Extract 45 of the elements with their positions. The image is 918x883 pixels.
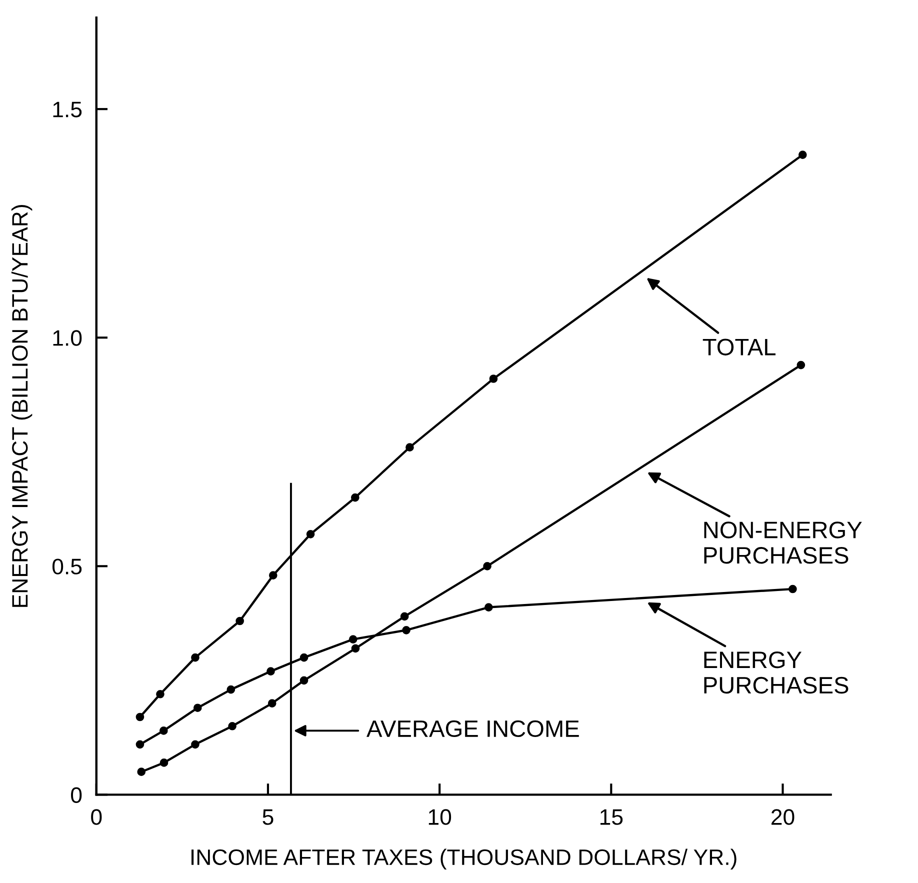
legend-label: ENERGY PURCHASES xyxy=(704,651,848,694)
point xyxy=(160,758,168,767)
point xyxy=(798,150,807,159)
point xyxy=(159,726,168,735)
point xyxy=(226,685,236,694)
point xyxy=(306,530,315,538)
y-tick-label: 1.0 xyxy=(53,330,82,346)
point xyxy=(350,493,360,502)
legend-label: TOTAL xyxy=(702,338,776,356)
x-axis-title: INCOME AFTER TAXES (THOUSAND DOLLARS/ YR.) xyxy=(192,848,736,870)
point xyxy=(191,740,200,749)
y-axis-title: ENERGY IMPACT (BILLION BTU/YEAR) xyxy=(11,205,32,607)
point xyxy=(796,360,806,370)
point xyxy=(788,584,797,594)
y-tick-label: 0.5 xyxy=(52,558,82,574)
point xyxy=(268,699,276,708)
point xyxy=(136,712,144,722)
point xyxy=(268,571,278,580)
point xyxy=(191,653,200,662)
point xyxy=(489,374,498,383)
y-tick-label: 1.5 xyxy=(53,102,82,118)
point xyxy=(193,704,202,712)
point xyxy=(236,616,244,626)
point xyxy=(137,768,146,776)
point xyxy=(402,626,410,634)
x-tick-label: 0 xyxy=(91,809,102,825)
x-tick-label: 15 xyxy=(600,809,623,825)
x-tick-label: 20 xyxy=(772,809,794,825)
y-tick-label: 0 xyxy=(71,787,82,803)
ref-line-label: AVERAGE INCOME xyxy=(366,720,579,738)
point xyxy=(351,644,360,653)
point xyxy=(400,612,409,621)
point xyxy=(156,690,164,698)
point xyxy=(483,562,492,570)
point xyxy=(484,603,493,612)
point xyxy=(136,740,144,749)
x-tick-label: 10 xyxy=(428,809,452,825)
point xyxy=(266,667,275,676)
point xyxy=(300,676,308,685)
x-tick-label: 5 xyxy=(262,809,274,825)
point xyxy=(300,653,308,662)
point xyxy=(228,722,236,730)
point xyxy=(406,443,414,452)
point xyxy=(348,635,358,644)
legend-label: NON-ENERGY PURCHASES xyxy=(704,522,862,564)
